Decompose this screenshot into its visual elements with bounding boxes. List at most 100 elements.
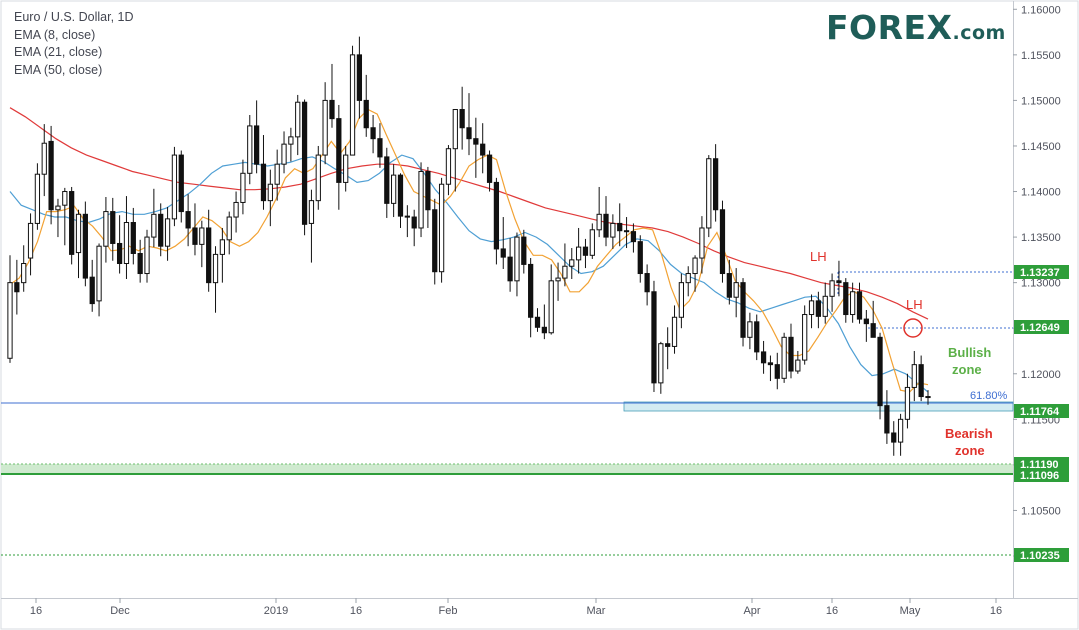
ema21-legend[interactable]: EMA (21, close) [14,45,103,59]
candle [719,200,726,283]
candle-body-up [226,216,232,241]
candle [260,135,267,210]
candle-body-up [55,205,61,211]
candle [829,273,835,312]
ema8-line [9,108,929,393]
candle-body-up [555,277,561,282]
x-tick-label: Apr [743,605,760,617]
candle-body-up [685,273,691,284]
candle-body-down [617,222,623,232]
candle-body-up [911,364,917,388]
candle [534,308,541,332]
price-axis: 1.16000 1.15500 1.15000 1.14500 1.14000 1.135… [1013,4,1061,563]
candle-body-down [260,163,267,202]
candle-body-up [62,191,68,206]
price-tag-r1-text: 1.13237 [1020,267,1060,279]
candle [925,390,931,405]
y-tick-label: 1.15500 [1021,50,1061,62]
candle-body-up [452,109,458,150]
candle [569,248,575,279]
ema50-legend[interactable]: EMA (50, close) [14,62,103,77]
candle-body-up [308,200,315,224]
candle [254,100,260,174]
candle-body-down [836,280,842,284]
candle [178,150,184,223]
candle [911,350,917,402]
candle [514,232,520,297]
candle-body-up [274,163,280,185]
logo-suffix: .com [952,22,1006,44]
x-tick-label: May [900,605,921,617]
candle-body-down [582,246,589,256]
price-tag-s2: 1.11096 [1014,468,1069,482]
candle-body-up [438,183,445,273]
candle [582,238,589,269]
candle [706,155,712,238]
bullish-zone-label-line2: zone [952,362,982,377]
candle [603,196,609,247]
candle [452,109,458,192]
candle-body-down [130,222,136,254]
x-tick-label: 16 [826,605,838,617]
candle-body-up [897,418,904,443]
candle [164,207,171,261]
candle [665,327,671,370]
chart-legend: Euro / U.S. Dollar, 1D EMA (8, close) EM… [14,9,134,79]
candle [596,186,602,238]
candle [425,166,431,228]
candle [548,264,554,335]
candle [356,36,363,119]
candle-body-down [206,227,212,284]
candle [850,282,856,323]
candle-body-up [233,201,239,218]
candle [699,216,705,274]
candle-body-down [404,215,410,218]
symbol-title[interactable]: Euro / U.S. Dollar, 1D [14,10,134,24]
lh-label-1: LH [810,249,827,264]
candle-body-up [658,343,664,384]
candle-body-up [391,174,397,204]
x-tick-label: 16 [30,605,42,617]
candle [274,149,280,201]
candle [69,186,75,265]
candle [562,243,568,287]
candle-body-up [34,173,41,224]
candle-body-up [781,336,787,379]
candle [438,177,445,283]
candle [521,229,527,274]
candle-body-up [589,229,595,256]
candle-body-up [678,282,684,318]
candle-body-up [850,291,856,316]
candle-body-up [164,218,171,247]
candle [836,260,842,297]
candle [918,355,924,402]
candle-body-down [521,236,527,265]
candle-body-down [363,99,369,129]
ema50-polyline [9,107,929,320]
candle [740,278,746,347]
candle [158,203,164,257]
x-tick-label: 16 [350,605,362,617]
candle [623,217,630,249]
candle-body-down [158,213,164,247]
candle [103,196,109,263]
candle [692,255,698,292]
candle-body-down [301,101,308,225]
x-tick-label: Feb [439,605,458,617]
candle [445,145,452,196]
candle [726,259,732,305]
ema8-legend[interactable]: EMA (8, close) [14,27,96,42]
candle-body-up [445,148,452,185]
candle [219,227,225,283]
candle-body-down [14,282,20,293]
candle [877,332,883,420]
candle [856,282,863,324]
candle-body-up [288,136,294,145]
price-tag-pivot-text: 1.11764 [1020,406,1060,418]
price-tag-r1: 1.13237 [1014,265,1069,279]
candle [754,314,760,361]
candle-body-down [473,138,479,145]
forex-logo: FOREX.com [826,8,1006,47]
candle [89,259,95,312]
candle [781,332,787,383]
